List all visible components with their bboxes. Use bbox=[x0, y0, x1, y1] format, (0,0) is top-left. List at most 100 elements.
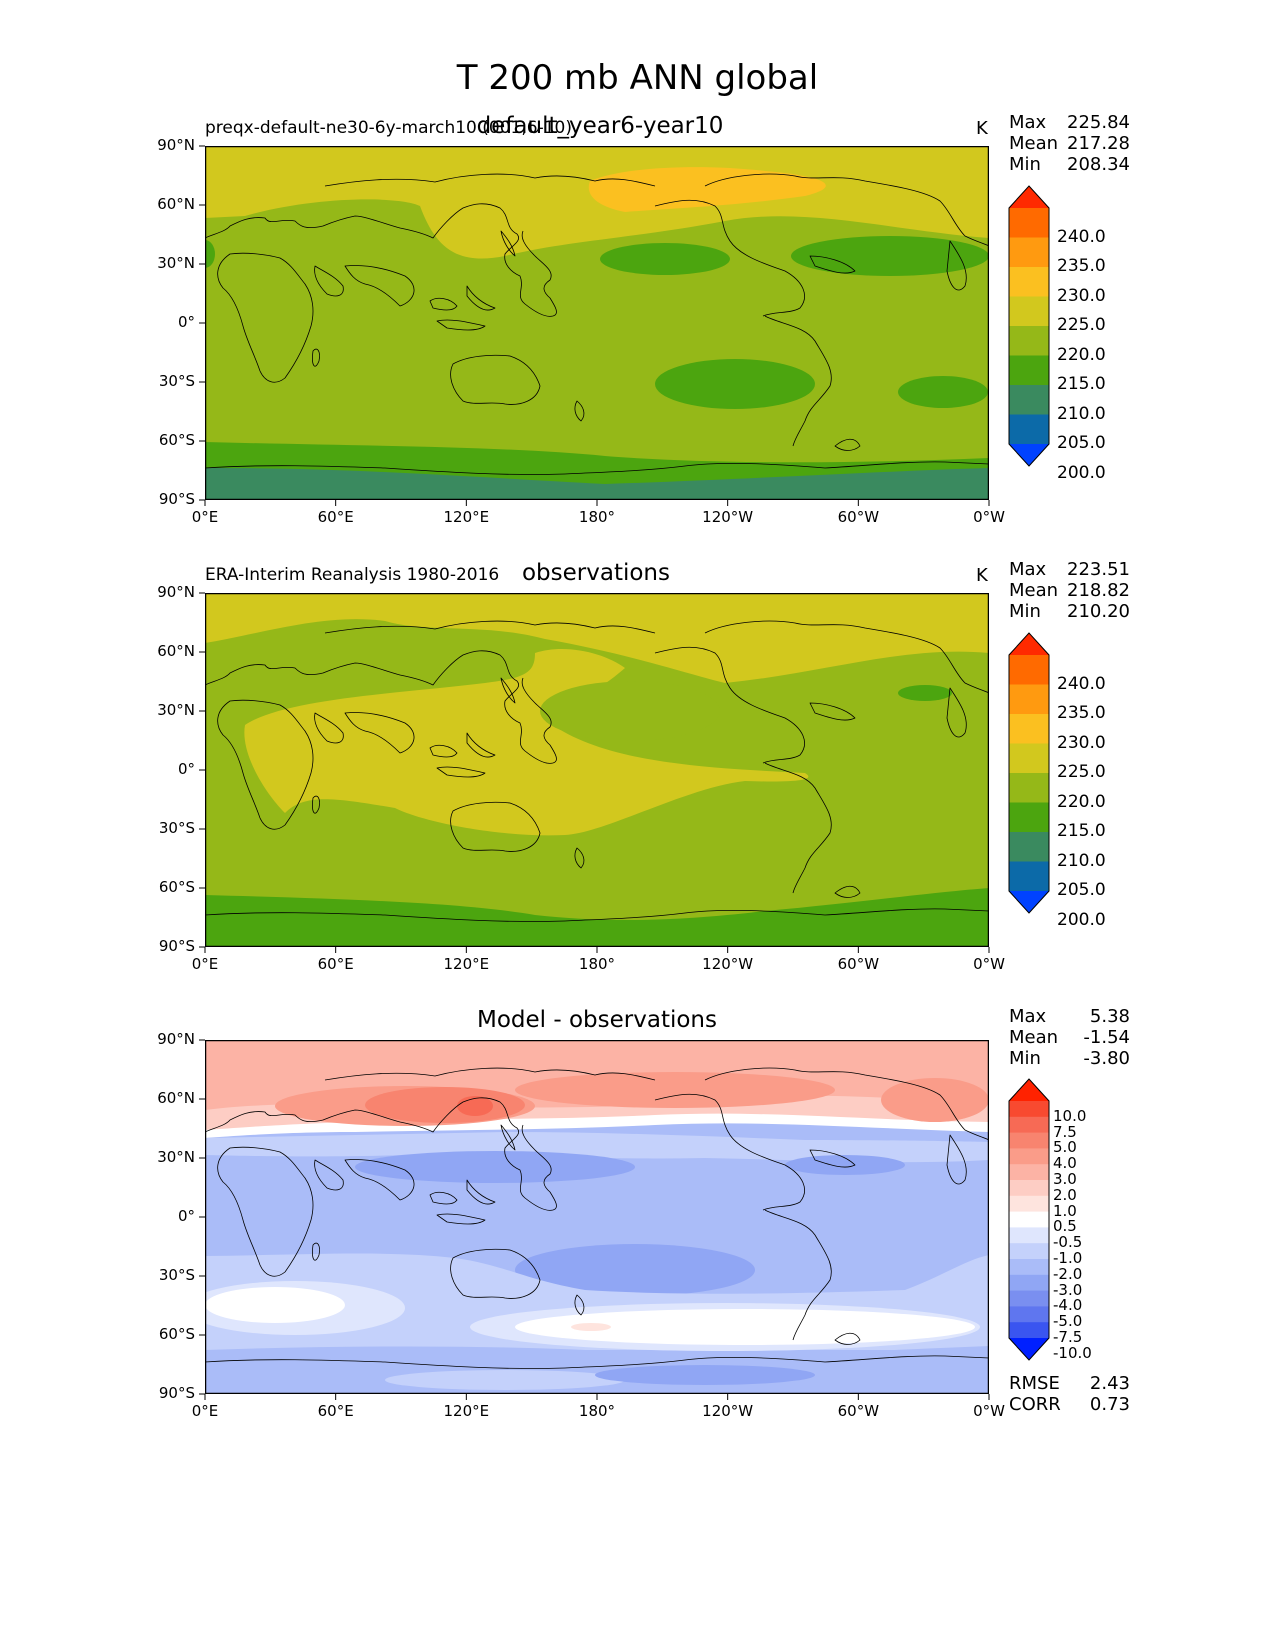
colorbar-cell bbox=[1009, 684, 1049, 715]
x-tick-label: 60°E bbox=[317, 955, 354, 973]
y-tick-label: 60°S bbox=[158, 431, 195, 449]
stat-label-max: Max bbox=[1009, 112, 1047, 133]
colorbar-cell bbox=[1009, 773, 1049, 803]
panel-diff-title: Model - observations bbox=[477, 1007, 717, 1033]
colorbar-label: 220.0 bbox=[1057, 791, 1106, 812]
y-tick-label: 90°S bbox=[158, 490, 195, 508]
colorbar-cell bbox=[1009, 1148, 1049, 1165]
colorbar-diff bbox=[1008, 1078, 1050, 1361]
stat-label-mean: Mean bbox=[1009, 580, 1059, 601]
metric-label-corr: CORR bbox=[1009, 1394, 1061, 1415]
metric-value-corr: 0.73 bbox=[1089, 1394, 1130, 1415]
colorbar-cell bbox=[1009, 1211, 1049, 1228]
y-tick-label: 30°S bbox=[158, 1266, 195, 1284]
contour-neg3-neg4-antarctic bbox=[595, 1365, 815, 1385]
colorbar-cell bbox=[1009, 743, 1049, 774]
colorbar-cell bbox=[1009, 1132, 1049, 1149]
contour-210-215-natlantic bbox=[898, 685, 952, 701]
colorbar-label: 205.0 bbox=[1057, 433, 1106, 453]
colorbar-cell bbox=[1009, 1290, 1049, 1307]
x-tick-label: 120°W bbox=[702, 1402, 754, 1420]
y-tick-label: 30°N bbox=[157, 701, 195, 719]
colorbar-label: 210.0 bbox=[1057, 403, 1106, 424]
contour-225-230 bbox=[588, 167, 826, 212]
x-tick-label: 60°E bbox=[317, 508, 354, 526]
y-tick-label: 30°S bbox=[158, 372, 195, 390]
colorbar-label: -7.5 bbox=[1053, 1328, 1083, 1346]
colorbar-label: 1.0 bbox=[1053, 1201, 1077, 1220]
colorbar-outline bbox=[1008, 632, 1050, 914]
y-tick-label: 90°N bbox=[157, 583, 195, 601]
colorbar-cell bbox=[1009, 714, 1049, 744]
map-diff bbox=[205, 1040, 989, 1394]
colorbar-label: 3.0 bbox=[1053, 1170, 1077, 1188]
stat-label-max: Max bbox=[1009, 559, 1047, 580]
colorbar-label: 225.0 bbox=[1057, 762, 1106, 782]
x-tick-label: 60°W bbox=[837, 1402, 880, 1420]
tick-marks-0 bbox=[199, 145, 990, 506]
stat-value-max: 5.38 bbox=[1089, 1006, 1130, 1027]
colorbar-cell bbox=[1009, 296, 1049, 327]
x-tick-label: 0°E bbox=[191, 508, 219, 526]
colorbar-cell bbox=[1009, 655, 1049, 685]
stat-value-min: -3.80 bbox=[1083, 1048, 1130, 1069]
colorbar-main-test bbox=[1008, 185, 1050, 467]
colorbar-cell bbox=[1009, 1322, 1049, 1339]
colorbar-label: 205.0 bbox=[1057, 880, 1106, 900]
x-tick-label: 180° bbox=[578, 1402, 616, 1420]
colorbar-cell bbox=[1009, 1180, 1049, 1197]
contour-220-225-north bbox=[205, 593, 989, 683]
panel-test-units: K bbox=[976, 118, 988, 139]
colorbar-label: 230.0 bbox=[1057, 732, 1106, 753]
map-frame bbox=[205, 146, 989, 500]
y-tick-label: 90°S bbox=[158, 937, 195, 955]
colorbar-cell bbox=[1009, 1116, 1049, 1134]
stat-label-mean: Mean bbox=[1009, 1027, 1059, 1048]
y-tick-label: 30°N bbox=[157, 254, 195, 272]
panel-ref-left-label: ERA-Interim Reanalysis 1980-2016 bbox=[205, 565, 500, 585]
y-tick-label: 60°S bbox=[158, 878, 195, 896]
x-tick-label: 120°E bbox=[443, 1402, 490, 1420]
colorbar-label: 5.0 bbox=[1053, 1138, 1077, 1157]
x-tick-label: 60°E bbox=[317, 1402, 354, 1420]
colorbar-extend-max bbox=[1009, 186, 1049, 208]
colorbar-label: -3.0 bbox=[1053, 1280, 1083, 1299]
map-ref bbox=[205, 593, 989, 947]
panel-ref-title: observations bbox=[521, 560, 670, 586]
stat-label-mean: Mean bbox=[1009, 133, 1059, 154]
colorbar-extend-min bbox=[1009, 891, 1049, 913]
colorbar-cell bbox=[1009, 326, 1049, 356]
colorbar-label: 200.0 bbox=[1057, 909, 1106, 930]
colorbar-label: 7.5 bbox=[1053, 1122, 1077, 1141]
colorbar-outline bbox=[1008, 1078, 1050, 1361]
stat-label-min: Min bbox=[1009, 154, 1041, 175]
colorbar-label: 210.0 bbox=[1057, 850, 1106, 871]
contour-3-4-arctic bbox=[515, 1072, 835, 1108]
colorbar-outline bbox=[1008, 185, 1050, 467]
colorbar-cell bbox=[1009, 1101, 1049, 1118]
x-tick-label: 0°E bbox=[191, 955, 219, 973]
contour-210-215-south bbox=[205, 888, 989, 947]
y-tick-label: 60°N bbox=[157, 642, 195, 660]
colorbar-label: 235.0 bbox=[1057, 256, 1106, 276]
colorbar-label: -10.0 bbox=[1053, 1343, 1092, 1362]
colorbar-cell bbox=[1009, 1164, 1049, 1181]
y-tick-label: 60°N bbox=[157, 1089, 195, 1107]
colorbar-label: 10.0 bbox=[1053, 1106, 1087, 1125]
y-tick-label: 30°N bbox=[157, 1148, 195, 1166]
colorbar-label: -5.0 bbox=[1053, 1312, 1083, 1331]
colorbar-label: 230.0 bbox=[1057, 285, 1106, 306]
y-tick-label: 60°S bbox=[158, 1325, 195, 1343]
colorbar-label: -2.0 bbox=[1053, 1264, 1083, 1283]
colorbar-extend-min bbox=[1009, 1338, 1049, 1360]
contour-neg3-neg4-npacific bbox=[355, 1151, 635, 1183]
colorbar-cell bbox=[1009, 1259, 1049, 1276]
x-tick-label: 0°W bbox=[973, 508, 1005, 526]
x-tick-label: 120°W bbox=[702, 508, 754, 526]
contour-215-220-pacific bbox=[540, 681, 720, 741]
contour-210-215-spacific bbox=[655, 359, 815, 409]
x-tick-label: 180° bbox=[578, 955, 616, 973]
contour-pm05-indian bbox=[205, 1287, 345, 1323]
contour-210-215-edge bbox=[205, 240, 215, 268]
stat-value-mean: 217.28 bbox=[1067, 133, 1130, 154]
